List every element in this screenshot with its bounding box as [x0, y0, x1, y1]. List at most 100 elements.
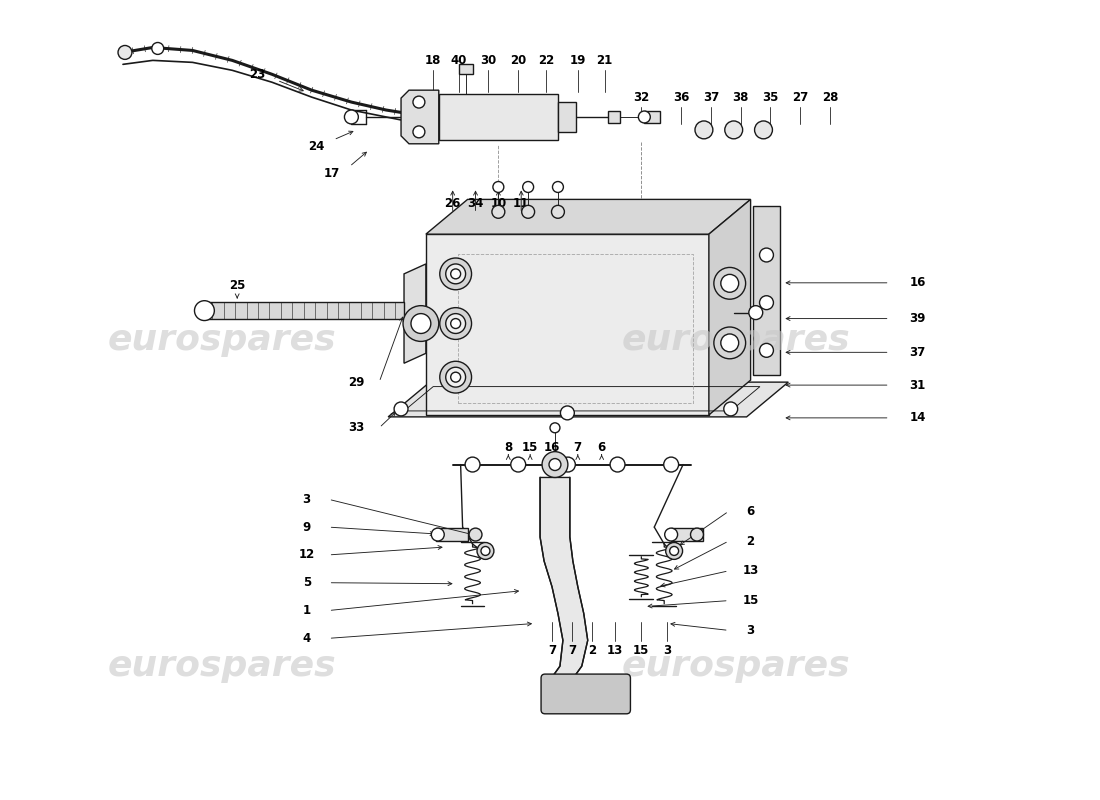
Text: 19: 19: [570, 54, 586, 67]
Circle shape: [638, 111, 650, 123]
Polygon shape: [540, 478, 587, 680]
Circle shape: [714, 327, 746, 358]
Circle shape: [451, 269, 461, 279]
Text: 11: 11: [513, 197, 529, 210]
Circle shape: [720, 334, 739, 352]
Text: 28: 28: [822, 90, 838, 104]
Circle shape: [451, 372, 461, 382]
Text: 18: 18: [425, 54, 441, 67]
Circle shape: [446, 314, 465, 334]
Text: 3: 3: [747, 624, 755, 637]
Circle shape: [440, 258, 472, 290]
Circle shape: [394, 402, 408, 416]
Polygon shape: [426, 199, 750, 234]
Text: 34: 34: [468, 197, 484, 210]
Text: 21: 21: [596, 54, 613, 67]
Text: 5: 5: [302, 576, 311, 590]
FancyBboxPatch shape: [541, 674, 630, 714]
Circle shape: [670, 546, 679, 555]
Circle shape: [412, 96, 425, 108]
Text: 7: 7: [548, 644, 556, 657]
Text: eurospares: eurospares: [621, 649, 850, 683]
Circle shape: [446, 367, 465, 387]
Circle shape: [759, 343, 773, 358]
Circle shape: [664, 528, 678, 541]
Text: 39: 39: [910, 312, 925, 325]
Text: 10: 10: [491, 197, 506, 210]
Text: 15: 15: [522, 441, 538, 454]
Text: 15: 15: [634, 644, 649, 657]
Text: 20: 20: [510, 54, 526, 67]
Text: 2: 2: [747, 534, 755, 547]
Bar: [205, 302, 404, 319]
Text: 27: 27: [792, 90, 808, 104]
Text: 35: 35: [762, 90, 779, 104]
Text: 7: 7: [568, 644, 576, 657]
Circle shape: [118, 46, 132, 59]
Circle shape: [493, 182, 504, 193]
Text: 17: 17: [323, 167, 340, 180]
Circle shape: [724, 402, 738, 416]
Bar: [671, 528, 703, 541]
Text: 37: 37: [703, 90, 719, 104]
Bar: [436, 528, 468, 541]
Circle shape: [663, 457, 679, 472]
Text: 30: 30: [481, 54, 496, 67]
Text: 22: 22: [538, 54, 554, 67]
Circle shape: [755, 121, 772, 139]
Circle shape: [549, 458, 561, 470]
Circle shape: [344, 110, 359, 124]
Circle shape: [510, 457, 526, 472]
Text: 3: 3: [302, 493, 311, 506]
Text: 37: 37: [910, 346, 925, 359]
Circle shape: [695, 121, 713, 139]
Text: 3: 3: [663, 644, 671, 657]
Polygon shape: [402, 90, 439, 144]
Circle shape: [691, 528, 703, 541]
Bar: [752, 206, 780, 375]
Circle shape: [725, 121, 742, 139]
Text: 33: 33: [349, 422, 364, 434]
Text: 2: 2: [587, 644, 596, 657]
Circle shape: [759, 248, 773, 262]
Text: 15: 15: [742, 594, 759, 607]
Circle shape: [411, 314, 431, 334]
Text: 24: 24: [308, 140, 324, 154]
Circle shape: [440, 308, 472, 339]
Circle shape: [560, 457, 575, 472]
Text: eurospares: eurospares: [108, 649, 337, 683]
Text: 1: 1: [302, 604, 311, 617]
Circle shape: [749, 306, 762, 319]
Text: 32: 32: [634, 90, 649, 104]
Circle shape: [759, 296, 773, 310]
Circle shape: [412, 126, 425, 138]
Circle shape: [551, 206, 564, 218]
Circle shape: [720, 274, 739, 292]
Bar: [558, 102, 575, 132]
Circle shape: [492, 206, 505, 218]
Polygon shape: [708, 199, 750, 415]
Text: eurospares: eurospares: [108, 323, 337, 358]
Bar: [459, 64, 473, 74]
Text: 14: 14: [910, 411, 925, 424]
Circle shape: [469, 528, 482, 541]
Text: 16: 16: [543, 441, 560, 454]
Bar: [458, 254, 693, 403]
Text: 16: 16: [910, 276, 925, 290]
Circle shape: [550, 423, 560, 433]
Circle shape: [560, 406, 574, 420]
Circle shape: [477, 542, 494, 559]
Text: 13: 13: [606, 644, 623, 657]
Polygon shape: [388, 382, 789, 417]
Text: 7: 7: [574, 441, 582, 454]
Text: 38: 38: [733, 90, 749, 104]
Text: 25: 25: [229, 279, 245, 292]
Circle shape: [521, 206, 535, 218]
Circle shape: [451, 318, 461, 329]
Text: 23: 23: [249, 68, 265, 81]
Text: 8: 8: [504, 441, 513, 454]
Circle shape: [440, 362, 472, 393]
Circle shape: [481, 546, 490, 555]
Circle shape: [465, 457, 480, 472]
Text: 12: 12: [298, 549, 315, 562]
